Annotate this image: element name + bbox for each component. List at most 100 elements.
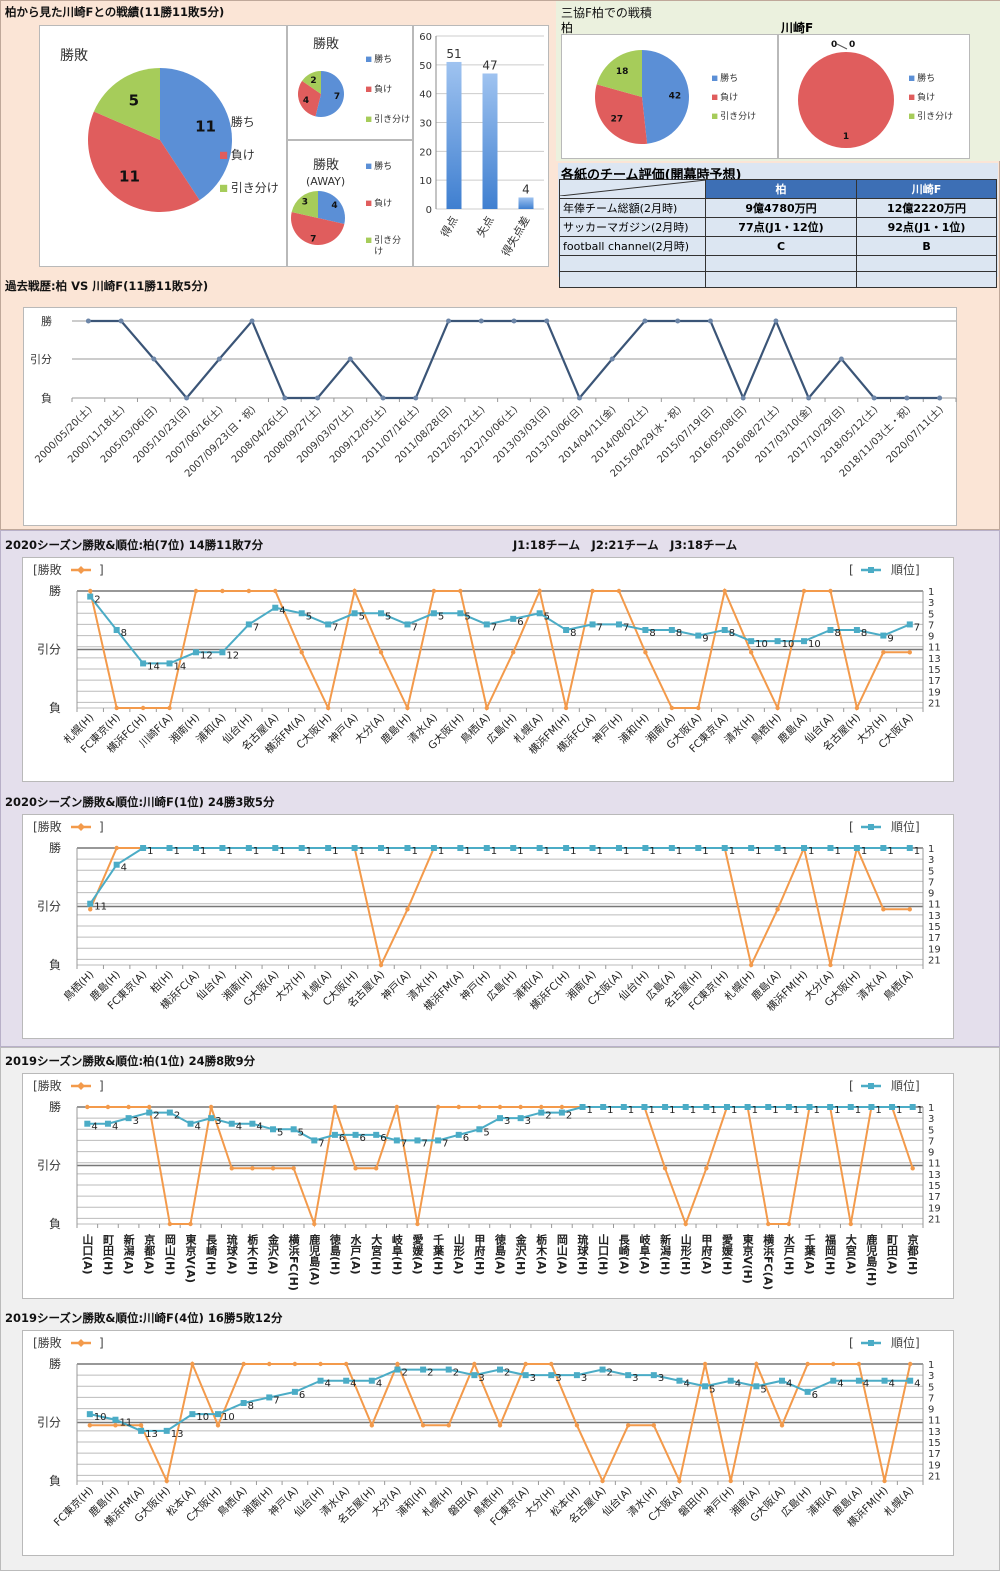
result-point — [600, 1478, 605, 1484]
eval-row: football channel(2月時) C B — [559, 236, 997, 256]
pie-data-label: 11 — [119, 168, 140, 186]
rank-point — [563, 627, 570, 633]
result-point — [856, 1361, 862, 1367]
rank-tick-label: 17 — [928, 1449, 941, 1460]
result-point — [215, 1423, 221, 1428]
rank-data-label: 1 — [896, 1105, 902, 1116]
rank-point — [483, 845, 490, 851]
rank-data-label: 3 — [581, 1373, 587, 1384]
pie-panel-kawasaki: 1 0 0 勝ち 負け 引き分け — [778, 34, 970, 159]
rank-point — [393, 1137, 400, 1144]
result-point — [907, 907, 912, 912]
result-series-line — [89, 587, 910, 712]
result-point — [907, 1361, 913, 1367]
rank-point — [880, 632, 887, 639]
rank-data-label: 10 — [782, 639, 795, 650]
rank-point — [510, 615, 517, 622]
x-tick-label: 甲府(H) — [473, 1234, 486, 1276]
rank-point — [806, 1104, 813, 1110]
rank-data-label: 1 — [517, 846, 523, 857]
rank-data-label: 9 — [887, 634, 893, 645]
x-tick-label: 琉球(A) — [225, 1233, 238, 1275]
rank-point — [615, 621, 622, 628]
rank-tick-label: 9 — [928, 1405, 934, 1416]
rank-point — [166, 1109, 173, 1116]
rank-data-label: 1 — [253, 846, 259, 857]
rank-data-label: 7 — [491, 622, 497, 633]
result-point — [188, 1221, 193, 1227]
rank-data-label: 14 — [147, 661, 160, 672]
rank-data-label: 1 — [648, 1105, 654, 1116]
rank-point — [721, 627, 728, 633]
rank-data-label: 2 — [153, 1111, 159, 1122]
y-tick-label: 負 — [49, 958, 61, 972]
result-point — [267, 1361, 272, 1367]
x-tick-label: 福岡(H) — [824, 1233, 838, 1276]
rank-data-label: 1 — [147, 846, 153, 857]
x-tick-label: 大宮(H) — [370, 1233, 383, 1276]
result-point — [193, 588, 199, 594]
rank-tick-label: 17 — [928, 676, 941, 687]
legend-swatch — [366, 200, 372, 206]
rank-data-label: 1 — [729, 846, 735, 857]
rank-data-label: 13 — [171, 1429, 184, 1440]
eval-row: サッカーマガジン(2月時) 77点(J1・12位) 92点(J1・1位) — [559, 217, 997, 237]
pie-panel-all: 勝敗 11 11 5 勝ち 負け 引き分け — [39, 25, 287, 267]
rank-point — [140, 845, 147, 851]
rank-data-label: 7 — [318, 1138, 324, 1149]
legend-label: け — [374, 246, 383, 257]
eval-cell — [856, 271, 997, 288]
x-tick-label: 2018/05/12(土) — [818, 403, 881, 466]
rank-point — [765, 1104, 772, 1110]
pie-slice-win — [318, 191, 345, 225]
rank-tick-label: 7 — [928, 877, 934, 888]
result-point — [140, 705, 146, 711]
rank-data-label: 5 — [359, 611, 365, 622]
rank-point — [113, 627, 120, 633]
rank-point — [682, 1104, 689, 1110]
history-point — [904, 395, 910, 401]
legend-result-marker — [77, 1339, 85, 1347]
kawasaki-2020-panel: [勝敗][順位] 勝引分負 1 3 5 7 9 11 13 15 17 19 21 11 4 1 1 1 1 1 1 1 1… — [22, 814, 954, 1039]
x-tick-label: 岐阜(H) — [390, 1233, 403, 1276]
rank-data-label: 2 — [566, 1111, 572, 1122]
rank-point — [471, 1372, 478, 1379]
rank-data-label: 1 — [917, 1105, 923, 1116]
rank-data-label: 1 — [438, 846, 444, 857]
legend-label: 負け — [374, 197, 392, 209]
kashiwa-2020-panel: [勝敗][順位] 勝引分負 1 3 5 7 9 11 13 15 17 19 21 2 8 14 14 12 12 7… — [22, 557, 954, 782]
result-point — [318, 1361, 323, 1367]
rank-tick-label: 15 — [928, 665, 941, 676]
result-point — [190, 1361, 195, 1367]
rank-point — [325, 621, 332, 628]
rank-data-label: 4 — [863, 1379, 869, 1390]
rank-data-label: 7 — [442, 1138, 448, 1149]
rank-data-label: 3 — [555, 1373, 561, 1384]
y-tick-label: 引分 — [30, 352, 52, 366]
rank-data-label: 1 — [411, 846, 417, 857]
rank-data-label: 4 — [376, 1379, 382, 1390]
result-point — [616, 588, 622, 594]
bar-data-label: 47 — [482, 58, 497, 72]
x-tick-label: 2017/03/10(金) — [752, 403, 815, 466]
rank-data-label: 7 — [273, 1395, 279, 1406]
result-point — [405, 705, 410, 711]
bar-data-label: 4 — [522, 182, 530, 196]
rank-data-label: 1 — [544, 846, 550, 857]
pie-data-label: 4 — [303, 96, 309, 106]
legend-swatch — [909, 113, 915, 119]
legend-result-label: [勝敗 — [33, 562, 62, 577]
rank-data-label: 10 — [808, 639, 821, 650]
eval-cell: 9億4780万円 — [704, 198, 858, 218]
rank-data-label: 6 — [812, 1390, 818, 1401]
result-point — [291, 1166, 296, 1171]
result-point — [651, 1423, 657, 1428]
pie-data-label: 1 — [843, 132, 849, 142]
eval-cell: 12億2220万円 — [856, 198, 997, 218]
rank-data-label: 1 — [914, 846, 920, 857]
rank-point — [522, 1372, 529, 1379]
rank-point — [245, 621, 252, 628]
legend-result-label: [勝敗 — [33, 1078, 62, 1093]
x-tick-label: 甲府(A) — [700, 1234, 713, 1275]
